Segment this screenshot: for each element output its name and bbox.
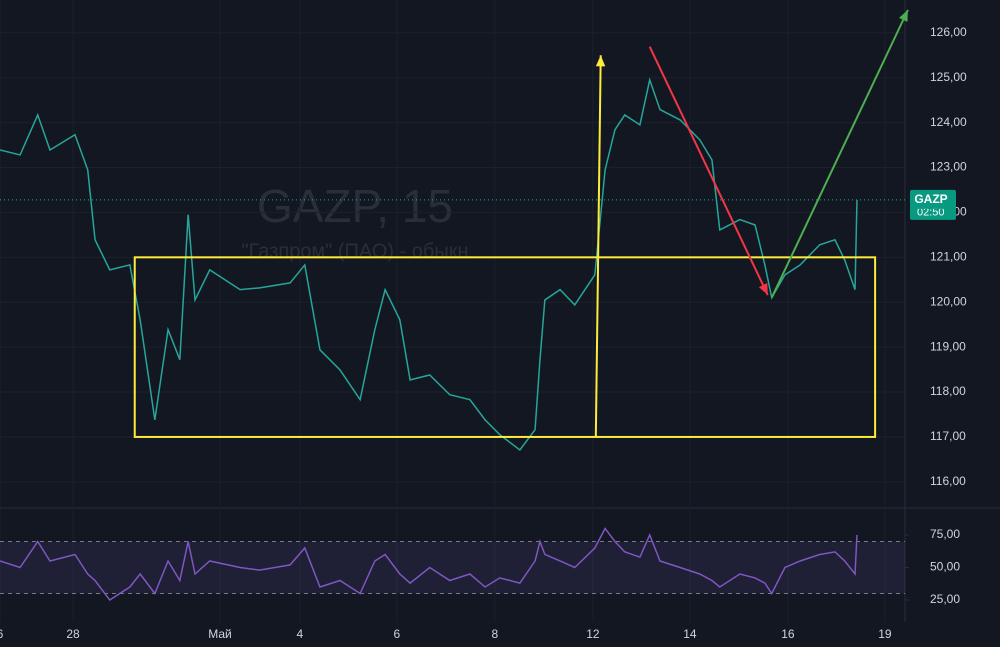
x-tick-label: 6 xyxy=(0,627,4,641)
y-tick-label: 25,00 xyxy=(930,592,960,606)
series-line xyxy=(0,77,858,452)
series-line xyxy=(0,527,858,602)
x-tick-label: 28 xyxy=(66,627,80,641)
x-tick-label: 12 xyxy=(586,627,600,641)
y-tick-label: 121,00 xyxy=(930,249,967,263)
x-tick-label: 14 xyxy=(683,627,697,641)
y-tick-label: 116,00 xyxy=(930,474,966,488)
arrow-head xyxy=(758,283,768,296)
x-tick-label: 19 xyxy=(878,627,892,641)
x-tick-label: Май xyxy=(208,627,232,641)
y-tick-label: 119,00 xyxy=(930,339,966,353)
y-tick-label: 123,00 xyxy=(930,160,967,174)
x-tick-label: 4 xyxy=(297,627,304,641)
y-tick-label: 50,00 xyxy=(930,560,960,574)
y-tick-label: 126,00 xyxy=(930,25,967,39)
y-tick-label: 118,00 xyxy=(930,384,966,398)
arrow-head xyxy=(595,55,606,67)
y-tick-label: 117,00 xyxy=(930,429,966,443)
x-tick-label: 8 xyxy=(492,627,499,641)
annotation-arrow xyxy=(770,9,909,299)
annotation-arrow xyxy=(648,46,769,296)
watermark-symbol: GAZP, 15 xyxy=(257,180,453,232)
y-tick-label: 120,00 xyxy=(930,294,967,308)
rsi-band xyxy=(0,541,905,594)
x-tick-label: 6 xyxy=(394,627,401,641)
annotation-arrow xyxy=(594,55,602,437)
watermark-subtitle: "Газпром" (ПАО) - обыкн xyxy=(241,240,468,262)
symbol-tag-label: GAZP xyxy=(914,192,947,206)
y-tick-label: 75,00 xyxy=(930,527,960,541)
last-price-timer: 02:50 xyxy=(917,207,945,219)
x-tick-label: 16 xyxy=(781,627,795,641)
annotation-rect xyxy=(133,256,877,438)
symbol-tag-rect xyxy=(912,190,950,209)
arrow-head xyxy=(898,9,908,22)
y-tick-label: 124,00 xyxy=(930,115,967,129)
y-tick-label: 125,00 xyxy=(930,70,967,84)
